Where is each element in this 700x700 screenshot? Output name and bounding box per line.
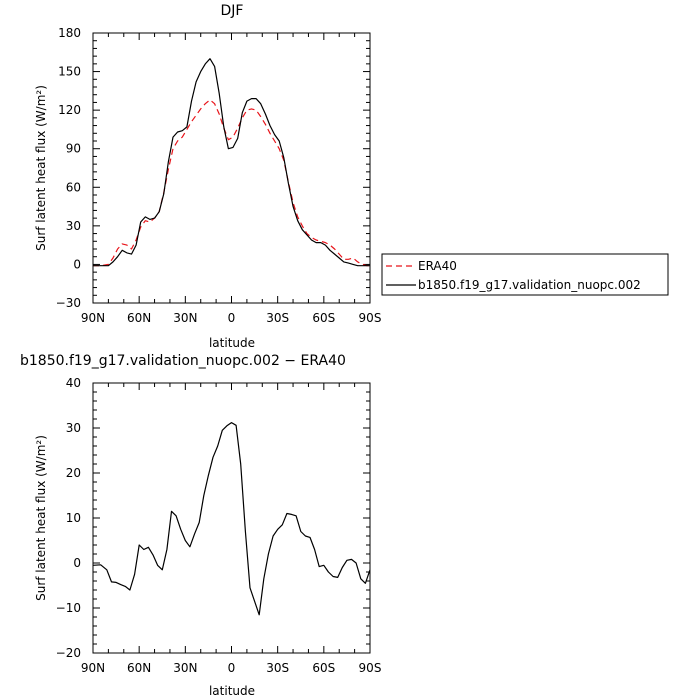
top-y-tick-label: 180 <box>58 26 81 40</box>
bottom-chart-title: b1850.f19_g17.validation_nuopc.002 − ERA… <box>20 353 346 369</box>
bottom-panel: b1850.f19_g17.validation_nuopc.002 − ERA… <box>20 353 381 698</box>
top-plot-lines <box>93 58 370 267</box>
bottom-y-tick-label: 10 <box>66 511 81 525</box>
top-x-tick-label: 60N <box>127 311 151 325</box>
top-y-tick-label: 0 <box>73 257 81 271</box>
bottom-x-tick-label: 60N <box>127 661 151 675</box>
top-y-tick-label: 150 <box>58 65 81 79</box>
top-y-tick-label: 30 <box>66 219 81 233</box>
top-chart-title: DJF <box>221 3 244 19</box>
legend: ERA40 b1850.f19_g17.validation_nuopc.002 <box>381 253 669 296</box>
bottom-plot-frame <box>92 382 371 654</box>
legend-label-model: b1850.f19_g17.validation_nuopc.002 <box>418 278 641 292</box>
bottom-x-tick-label: 30S <box>266 661 289 675</box>
bottom-y-tick-label: −20 <box>56 646 81 660</box>
top-panel: DJF Surf latent heat flux (W/m²) latitud… <box>34 3 381 350</box>
legend-box <box>381 253 669 296</box>
top-x-tick-label: 30S <box>266 311 289 325</box>
top-x-tick-label: 0 <box>228 311 236 325</box>
bottom-x-axis-label: latitude <box>209 684 255 698</box>
top-x-tick-label: 90N <box>81 311 105 325</box>
top-series-line-0 <box>93 99 370 267</box>
bottom-x-tick-label: 30N <box>173 661 197 675</box>
bottom-x-tick-label: 90S <box>359 661 382 675</box>
top-y-axis-label: Surf latent heat flux (W/m²) <box>34 85 48 251</box>
bottom-plot-lines <box>92 422 371 616</box>
top-series-line-1 <box>93 58 370 267</box>
bottom-x-tick-label: 60S <box>312 661 335 675</box>
bottom-y-tick-label: 0 <box>73 556 81 570</box>
top-x-tick-label: 30N <box>173 311 197 325</box>
top-y-tick-label: 60 <box>66 180 81 194</box>
top-y-tick-label: 120 <box>58 103 81 117</box>
top-x-tick-label: 90S <box>359 311 382 325</box>
top-axis-ticks: 90N 60N 30N 0 30S 60S 90S −30 0 30 60 90 120 150 180 <box>56 26 382 325</box>
top-y-tick-label: 90 <box>66 142 81 156</box>
bottom-axis-ticks: 90N 60N 30N 0 30S 60S 90S −20 −10 0 10 20 30 40 <box>56 376 382 675</box>
bottom-x-tick-label: 0 <box>228 661 236 675</box>
bottom-y-tick-label: 20 <box>66 466 81 480</box>
bottom-y-tick-label: 40 <box>66 376 81 390</box>
top-x-tick-label: 60S <box>312 311 335 325</box>
bottom-y-axis-label: Surf latent heat flux (W/m²) <box>34 435 48 601</box>
bottom-y-tick-label: −10 <box>56 601 81 615</box>
top-x-axis-label: latitude <box>209 336 255 350</box>
bottom-y-tick-label: 30 <box>66 421 81 435</box>
bottom-series-line-0 <box>92 422 371 616</box>
bottom-x-tick-label: 90N <box>81 661 105 675</box>
legend-label-era40: ERA40 <box>418 259 457 273</box>
top-plot-frame <box>92 32 371 304</box>
top-y-tick-label: −30 <box>56 296 81 310</box>
